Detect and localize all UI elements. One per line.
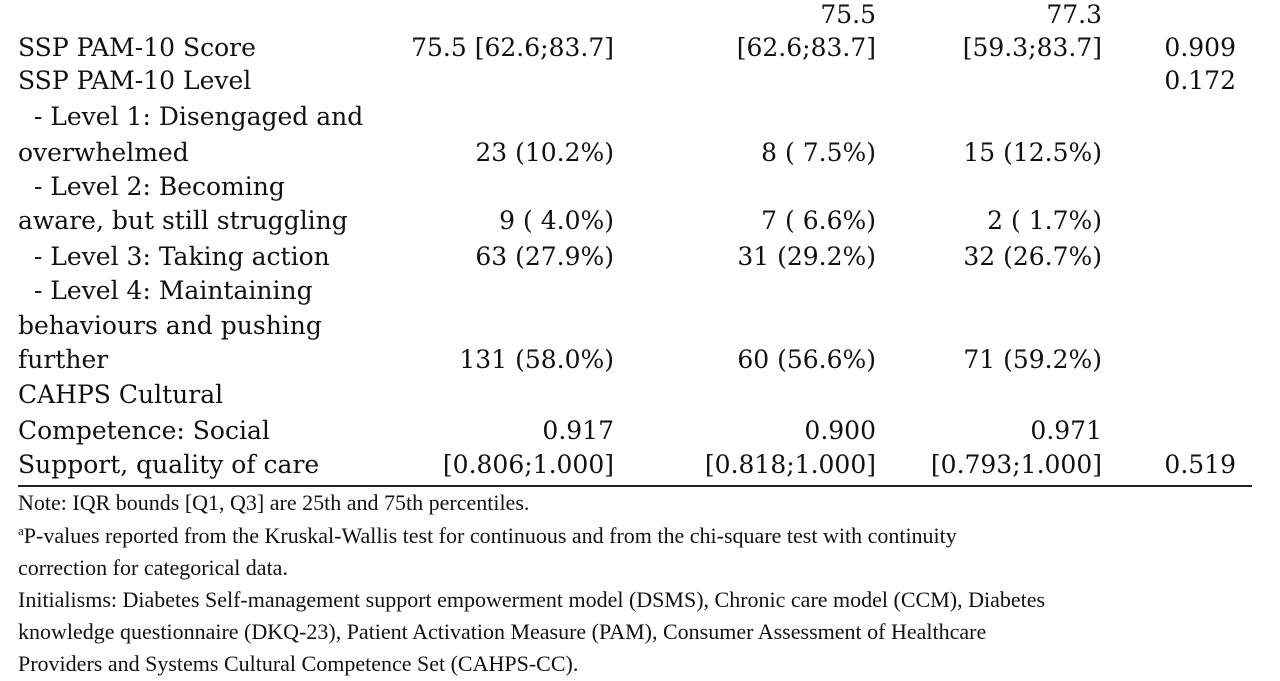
cell-group-1: 9 ( 4.0%): [499, 206, 614, 235]
cell-group-2: 75.5: [820, 0, 876, 29]
cell-group-2: 7 ( 6.6%): [761, 206, 876, 235]
cell-group-1: 131 (58.0%): [459, 345, 614, 374]
cell-p-value: 0.519: [1164, 450, 1236, 479]
note-initialisms-line-3: Providers and Systems Cultural Competenc…: [18, 651, 579, 676]
cell-label: further: [18, 345, 109, 374]
cell-p-value: 0.909: [1164, 33, 1236, 62]
cell-group-3: 2 ( 1.7%): [987, 206, 1102, 235]
cell-label: SSP PAM-10 Score: [18, 33, 256, 62]
cell-group-3: [0.793;1.000]: [930, 450, 1102, 479]
cell-group-3: 15 (12.5%): [963, 138, 1102, 167]
cell-group-1: 63 (27.9%): [475, 242, 614, 271]
table-bottom-rule: [18, 485, 1252, 487]
cell-group-3: 0.971: [1030, 416, 1102, 445]
results-table: 75.5 77.3 SSP PAM-10 Score 75.5 [62.6;83.7]…: [18, 0, 1236, 479]
cell-label: Competence: Social: [18, 416, 270, 445]
cell-group-3: 77.3: [1046, 0, 1102, 29]
cell-group-1: 75.5 [62.6;83.7]: [411, 33, 614, 62]
cell-label: - Level 1: Disengaged and: [18, 102, 364, 131]
cell-label: - Level 4: Maintaining: [18, 276, 313, 305]
cell-group-1: [0.806;1.000]: [442, 450, 614, 479]
cell-group-1: 0.917: [542, 416, 614, 445]
cell-group-2: [0.818;1.000]: [704, 450, 876, 479]
note-pvalue-line-1: aP-values reported from the Kruskal-Wall…: [18, 519, 957, 553]
note-pvalue-line-2: correction for categorical data.: [18, 555, 288, 580]
cell-group-1: 23 (10.2%): [475, 138, 614, 167]
cell-p-value: 0.172: [1164, 66, 1236, 95]
note-iqr: Note: IQR bounds [Q1, Q3] are 25th and 7…: [18, 490, 530, 515]
cell-label: Support, quality of care: [18, 450, 320, 479]
cell-group-3: 32 (26.7%): [963, 242, 1102, 271]
cell-group-3: 71 (59.2%): [963, 345, 1102, 374]
cell-label: CAHPS Cultural: [18, 380, 224, 409]
cell-group-2: [62.6;83.7]: [736, 33, 876, 62]
cell-group-2: 8 ( 7.5%): [761, 138, 876, 167]
cell-group-2: 60 (56.6%): [737, 345, 876, 374]
note-initialisms-line-1: Initialisms: Diabetes Self-management su…: [18, 587, 1046, 612]
note-pvalue-text: P-values reported from the Kruskal-Walli…: [23, 523, 957, 548]
note-initialisms-line-2: knowledge questionnaire (DKQ-23), Patien…: [18, 619, 987, 644]
cell-label: SSP PAM-10 Level: [18, 66, 252, 95]
cell-group-2: 0.900: [804, 416, 876, 445]
footnote-marker: a: [18, 523, 24, 538]
cell-group-3: [59.3;83.7]: [962, 33, 1102, 62]
cell-label: overwhelmed: [18, 138, 189, 167]
cell-label: - Level 2: Becoming: [18, 172, 285, 201]
cell-label: behaviours and pushing: [18, 311, 322, 340]
cell-label: - Level 3: Taking action: [18, 242, 330, 271]
cell-label: aware, but still struggling: [18, 206, 348, 235]
cell-group-2: 31 (29.2%): [737, 242, 876, 271]
